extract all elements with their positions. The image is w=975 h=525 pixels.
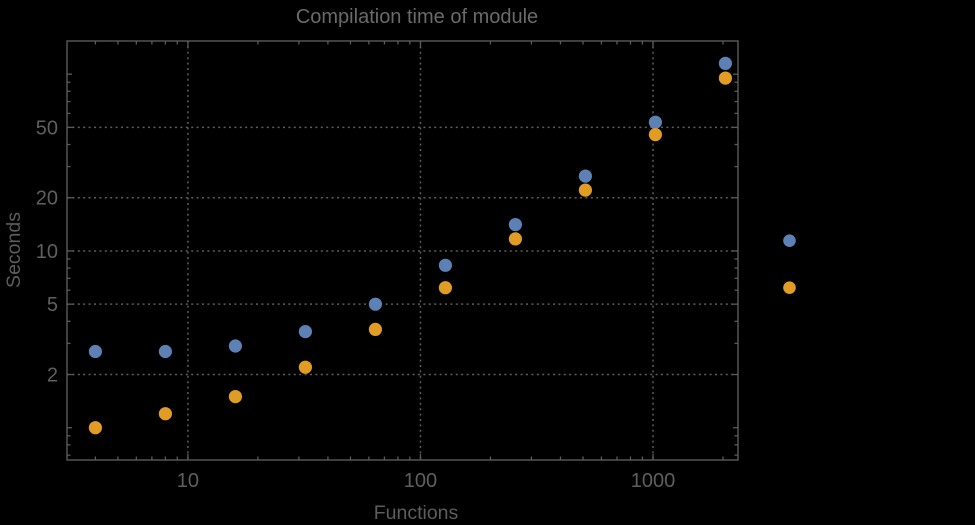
point-blue-x16 [228, 339, 242, 353]
y-tick-label-50: 50 [36, 117, 58, 139]
y-axis-label: Seconds [3, 212, 25, 288]
x-tick-label-10: 10 [177, 470, 199, 492]
point-blue-x1024 [648, 115, 663, 129]
x-tick-label-1000: 1000 [631, 470, 676, 492]
point-orange-x8 [158, 407, 172, 421]
point-orange-x2048 [718, 71, 733, 85]
point-orange-x512 [578, 183, 593, 197]
data-points [88, 56, 733, 435]
plot-frame [66, 40, 739, 461]
point-blue-x256 [508, 218, 522, 232]
point-blue-x128 [438, 258, 452, 272]
gridlines [67, 41, 738, 460]
chart-title: Compilation time of module [296, 6, 538, 28]
y-tick-label-2: 2 [47, 365, 58, 387]
point-blue-x4 [88, 344, 102, 359]
point-blue-x8 [158, 344, 172, 359]
point-orange-x64 [368, 322, 382, 336]
point-orange-x4 [88, 421, 102, 435]
point-blue-x64 [368, 297, 382, 311]
point-blue-x32 [298, 325, 312, 339]
y-tick-label-10: 10 [36, 241, 58, 263]
point-orange-x1024 [648, 128, 663, 142]
point-blue-x2048 [718, 56, 733, 70]
y-tick-label-20: 20 [36, 188, 58, 210]
legend-marker-blue [783, 234, 796, 247]
legend-marker-orange [783, 281, 796, 295]
point-orange-x16 [228, 390, 242, 404]
point-orange-x128 [438, 281, 452, 295]
y-tick-label-5: 5 [47, 294, 58, 316]
point-orange-x256 [508, 232, 522, 246]
point-blue-x512 [578, 169, 593, 183]
x-tick-label-100: 100 [404, 470, 437, 492]
x-axis-label: Functions [374, 502, 459, 524]
point-orange-x32 [298, 360, 312, 374]
tick-labels: 10 100 1000 2 5 10 20 50 [36, 117, 676, 492]
